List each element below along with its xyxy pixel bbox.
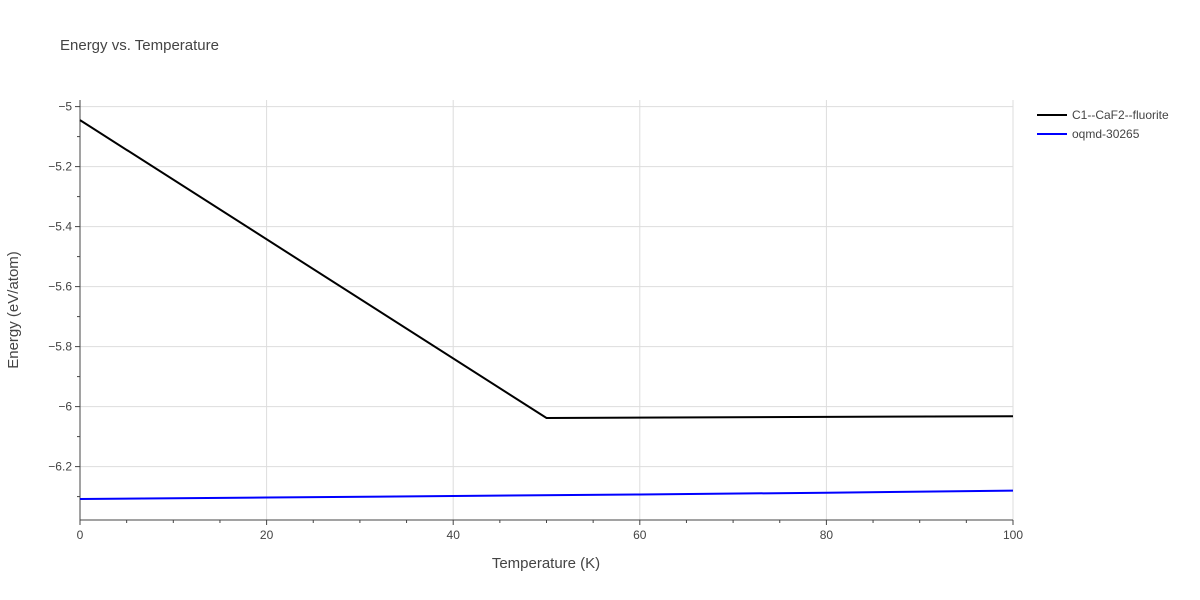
legend-label: oqmd-30265 [1072, 127, 1140, 141]
series-line-2 [79, 489, 1014, 500]
y-tick-label: −5.4 [48, 220, 72, 234]
y-tick-label: −5.6 [48, 280, 72, 294]
x-tick-label: 100 [1003, 528, 1023, 542]
series-line-1 [79, 119, 1014, 420]
x-tick-label: 20 [260, 528, 274, 542]
x-tick-label: 80 [820, 528, 834, 542]
x-tick-label: 0 [77, 528, 84, 542]
grid-layer [80, 100, 1014, 520]
axes-layer: 0 20 40 60 80 100 −5 −5.2 −5.4 −5.6 −5.8 −6 −6.2 [48, 100, 1023, 542]
legend: C1--CaF2--fluorite oqmd-30265 [1037, 108, 1169, 141]
y-tick-label: −6 [58, 400, 72, 414]
y-axis-title: Energy (eV/atom) [5, 251, 22, 369]
y-tick-label: −5 [58, 100, 72, 114]
x-tick-label: 60 [633, 528, 647, 542]
y-tick-label: −6.2 [48, 460, 72, 474]
chart-title: Energy vs. Temperature [60, 37, 219, 54]
y-tick-label: −5.2 [48, 160, 72, 174]
legend-label: C1--CaF2--fluorite [1072, 108, 1169, 122]
x-axis-title: Temperature (K) [492, 555, 600, 572]
x-tick-label: 40 [447, 528, 461, 542]
series-layer [79, 119, 1014, 500]
y-tick-label: −5.8 [48, 340, 72, 354]
